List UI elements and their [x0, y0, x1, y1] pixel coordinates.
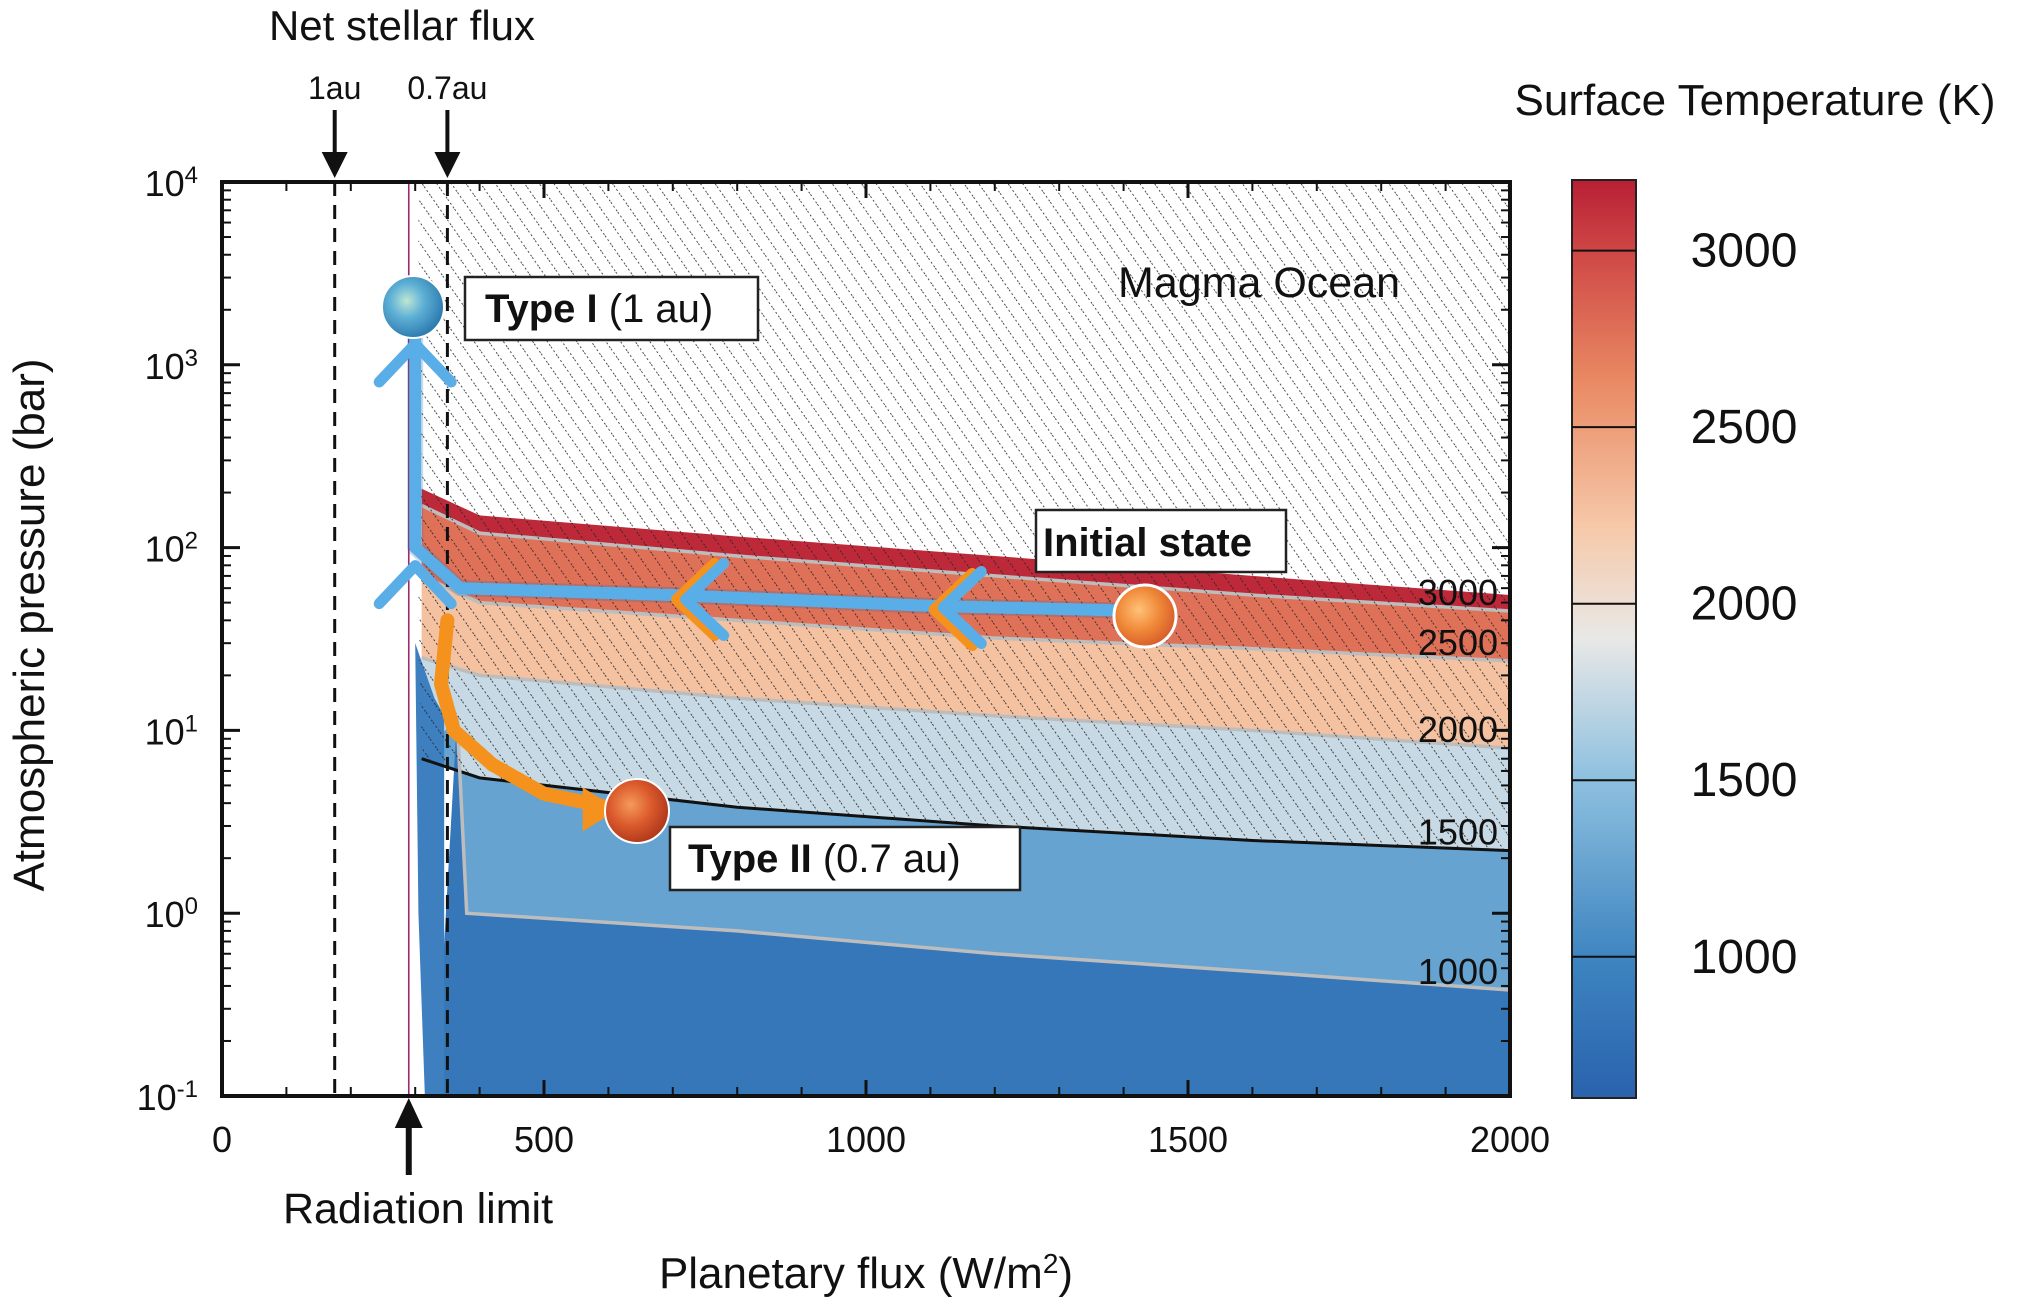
type1-callout: Type I (1 au) — [463, 275, 760, 342]
radiation-limit-label: Radiation limit — [283, 1185, 553, 1233]
temperature-band-5 — [435, 715, 1510, 1096]
type1-rest-label: (1 au) — [598, 287, 714, 331]
type2-chevron-orange-2 — [671, 558, 721, 642]
initial-state-planet-icon — [1112, 583, 1178, 649]
svg-text:Type II (0.7 au): Type II (0.7 au) — [688, 837, 961, 881]
x-tick-label-500: 500 — [514, 1119, 574, 1160]
magma-ocean-hatch — [418, 182, 1510, 851]
colorbar-tick-label-2000: 2000 — [1691, 578, 1798, 631]
type2-callout: Type II (0.7 au) — [668, 825, 1022, 892]
y-tick-label-1: 100 — [145, 893, 198, 936]
type1-planet-icon — [381, 275, 445, 339]
contour-line-1000 — [455, 715, 1510, 992]
stellar-marker-label-1au: 1au — [308, 70, 361, 106]
x-tick-label-1000: 1000 — [826, 1119, 906, 1160]
y-tick-label-2: 101 — [145, 710, 198, 753]
type2-evolution-path — [433, 613, 616, 815]
x-tick-label-1500: 1500 — [1148, 1119, 1228, 1160]
x-tick-label-0: 0 — [212, 1119, 232, 1160]
contour-line-1500 — [421, 757, 1510, 853]
net-stellar-flux-label: Net stellar flux — [269, 2, 535, 49]
type2-bold-label: Type II — [688, 837, 812, 881]
initial-state-label: Initial state — [1043, 521, 1252, 565]
type1-chevron-2 — [680, 558, 730, 642]
y-tick-label-0: 10-1 — [137, 1076, 198, 1119]
y-tick-label-4: 103 — [145, 344, 198, 387]
colorbar-tick-label-1500: 1500 — [1691, 754, 1798, 807]
stellar-arrow-head-0.7au — [434, 152, 461, 178]
stellar-arrow-head-1au — [321, 152, 348, 178]
y-tick-label-5: 104 — [145, 162, 198, 205]
colorbar-title: Surface Temperature (K) — [1515, 76, 1996, 125]
radiation-limit-arrow — [394, 1098, 423, 1175]
magma-ocean-label: Magma Ocean — [1118, 259, 1400, 307]
stellar-marker-label-0.7au: 0.7au — [407, 70, 487, 106]
contour-label-2000: 2000 — [1418, 709, 1498, 750]
type2-rest-label: (0.7 au) — [812, 837, 961, 881]
contour-label-3000: 3000 — [1418, 572, 1498, 613]
type2-planet-icon — [604, 778, 670, 844]
contour-label-1500: 1500 — [1418, 812, 1498, 853]
type1-chevron-3 — [373, 560, 457, 610]
type1-chevron-4 — [373, 338, 457, 388]
colorbar-tick-label-3000: 3000 — [1691, 225, 1798, 278]
x-axis-label: Planetary flux (W/m2) — [659, 1248, 1073, 1299]
initial-state-callout: Initial state — [1034, 508, 1288, 574]
type1-chevron-1 — [937, 566, 987, 650]
colorbar-tick-label-1000: 1000 — [1691, 931, 1798, 984]
type1-evolution-path — [409, 303, 1149, 617]
contour-label-2500: 2500 — [1418, 622, 1498, 663]
type2-arrow-head — [582, 787, 619, 832]
colorbar — [1571, 179, 1637, 1099]
y-axis-label: Atmospheric pressure (bar) — [5, 358, 54, 891]
type1-bold-label: Type I — [485, 287, 598, 331]
y-tick-label-3: 102 — [145, 527, 198, 570]
svg-text:Type I (1 au): Type I (1 au) — [485, 287, 713, 331]
colorbar-tick-label-2500: 2500 — [1691, 401, 1798, 454]
x-tick-label-2000: 2000 — [1470, 1119, 1550, 1160]
contour-label-1000: 1000 — [1418, 951, 1498, 992]
